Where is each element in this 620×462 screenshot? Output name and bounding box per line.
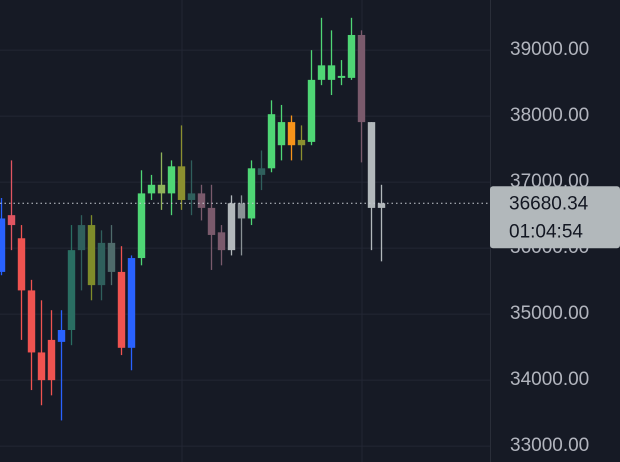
candle-body xyxy=(347,34,356,78)
candle-body xyxy=(67,250,76,330)
countdown-label: 01:04:54 xyxy=(509,221,583,242)
candle-body xyxy=(27,290,36,353)
candle-body xyxy=(297,139,306,146)
grid xyxy=(0,49,490,447)
candle-body xyxy=(7,215,16,226)
candle-body xyxy=(117,271,126,348)
y-tick-label: 38000.00 xyxy=(510,105,589,126)
candle-body xyxy=(37,352,46,381)
y-tick-label: 35000.00 xyxy=(510,303,589,324)
y-tick-label: 33000.00 xyxy=(510,435,589,456)
candle-body xyxy=(77,225,86,251)
candle-body xyxy=(197,193,206,208)
candle-body xyxy=(227,203,236,251)
candle-body xyxy=(47,339,56,381)
candle-body xyxy=(17,238,26,291)
y-tick-label: 39000.00 xyxy=(510,39,589,60)
candle-body xyxy=(367,122,376,208)
candle-body xyxy=(137,193,146,259)
candle-body xyxy=(337,75,346,78)
candles xyxy=(0,17,386,421)
candle-body xyxy=(247,168,256,219)
candle-body xyxy=(147,184,156,194)
candle-body xyxy=(0,218,6,272)
candle-body xyxy=(327,65,336,80)
candle-body xyxy=(357,34,366,123)
candle-body xyxy=(187,193,196,200)
candle-body xyxy=(267,114,276,169)
candle-body xyxy=(307,79,316,142)
y-tick-label: 34000.00 xyxy=(510,369,589,390)
candle-body xyxy=(177,166,186,200)
candle-body xyxy=(317,65,326,80)
last-price-box xyxy=(490,186,620,249)
candle-body xyxy=(277,122,286,146)
candle-body xyxy=(217,232,226,251)
last-price: 36680.34 01:04:54 xyxy=(0,186,620,249)
candle-body xyxy=(87,225,96,286)
candle-body xyxy=(127,258,136,348)
candle-body xyxy=(107,242,116,272)
candle-body xyxy=(157,184,166,194)
candle-body xyxy=(57,330,66,342)
last-price-label: 36680.34 xyxy=(509,193,589,214)
candle-body xyxy=(377,203,386,208)
candle-body xyxy=(167,166,176,194)
candle-body xyxy=(207,207,216,235)
candle-body xyxy=(97,242,106,286)
candle-body xyxy=(287,122,296,146)
candle-body xyxy=(237,203,246,219)
candle-body xyxy=(257,168,266,175)
